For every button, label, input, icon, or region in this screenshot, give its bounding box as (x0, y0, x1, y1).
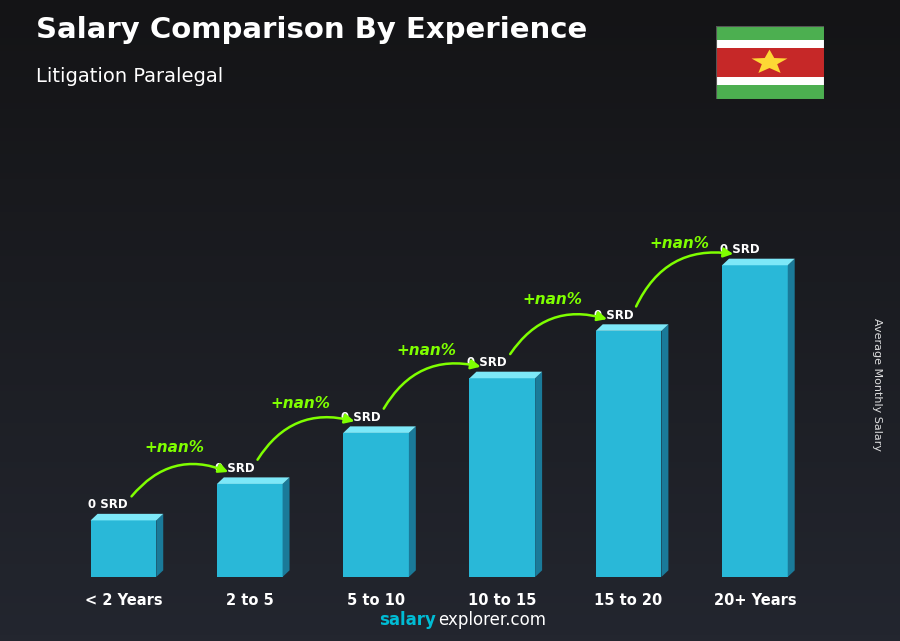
Polygon shape (788, 259, 795, 577)
Bar (91, 520, 157, 577)
Text: +nan%: +nan% (649, 236, 709, 251)
Bar (716, 40, 824, 48)
Bar (716, 26, 824, 40)
Polygon shape (217, 478, 290, 484)
Text: 0 SRD: 0 SRD (594, 309, 634, 322)
Text: explorer.com: explorer.com (438, 612, 546, 629)
Bar (470, 378, 536, 577)
Polygon shape (343, 426, 416, 433)
Polygon shape (722, 259, 795, 265)
Polygon shape (596, 324, 669, 331)
Bar (217, 484, 283, 577)
Text: +nan%: +nan% (523, 292, 583, 307)
Bar (716, 85, 824, 99)
Text: +nan%: +nan% (397, 343, 456, 358)
Text: Salary Comparison By Experience: Salary Comparison By Experience (36, 16, 587, 44)
Polygon shape (752, 49, 788, 73)
Polygon shape (157, 514, 163, 577)
Bar (722, 265, 788, 577)
Polygon shape (470, 372, 542, 378)
Text: 0 SRD: 0 SRD (215, 462, 255, 475)
Bar (716, 77, 824, 85)
Text: +nan%: +nan% (270, 396, 330, 411)
Text: 0 SRD: 0 SRD (341, 411, 381, 424)
Text: 0 SRD: 0 SRD (467, 356, 507, 369)
Polygon shape (662, 324, 669, 577)
Polygon shape (283, 478, 290, 577)
Text: 0 SRD: 0 SRD (88, 498, 128, 512)
Polygon shape (536, 372, 542, 577)
Text: Average Monthly Salary: Average Monthly Salary (872, 318, 883, 451)
Text: salary: salary (380, 612, 436, 629)
Bar (343, 433, 409, 577)
Polygon shape (409, 426, 416, 577)
Bar (716, 48, 824, 77)
Text: 0 SRD: 0 SRD (720, 243, 760, 256)
Polygon shape (91, 514, 163, 520)
Text: Litigation Paralegal: Litigation Paralegal (36, 67, 223, 87)
Text: +nan%: +nan% (144, 440, 204, 455)
Bar (596, 331, 662, 577)
